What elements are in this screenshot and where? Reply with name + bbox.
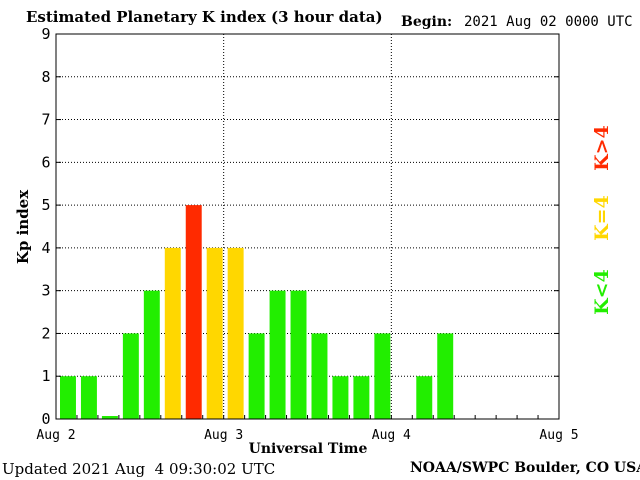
kp-bar: [101, 416, 118, 419]
y-ticks: 0 1 2 3 4 5 6 7 8 9: [41, 25, 559, 428]
kp-bar: [122, 333, 139, 419]
kp-bar: [311, 333, 328, 419]
kp-bar: [437, 333, 454, 419]
x-tick-label: Aug 2: [36, 428, 75, 443]
y-tick-label: 2: [41, 324, 50, 342]
legend: K>4 K=4 K<4: [591, 125, 613, 315]
y-tick-label: 5: [41, 196, 50, 214]
updated-timestamp: Updated 2021 Aug 4 09:30:02 UTC: [2, 460, 276, 478]
kp-bar: [60, 376, 76, 419]
kp-chart: 0 1 2 3 4 5 6 7 8 9 Aug 2 Aug 3 Aug 4 Aug 5 Kp index…: [14, 25, 613, 457]
chart-title: Estimated Planetary K index (3 hour data…: [26, 8, 383, 26]
kp-bar: [332, 376, 349, 419]
x-tick-label: Aug 5: [539, 428, 578, 443]
y-tick-label: 7: [41, 111, 50, 129]
y-tick-label: 4: [41, 239, 50, 257]
x-axis-label: Universal Time: [249, 441, 368, 457]
legend-label: K=4: [591, 195, 613, 241]
x-tick-label: Aug 3: [204, 428, 243, 443]
kp-bar: [143, 290, 160, 419]
kp-bar: [248, 333, 265, 419]
y-tick-label: 1: [41, 367, 50, 385]
x-ticks: Aug 2 Aug 3 Aug 4 Aug 5: [36, 415, 579, 443]
kp-bar: [353, 376, 370, 419]
y-axis-label: Kp index: [14, 189, 32, 264]
y-tick-label: 3: [41, 282, 50, 300]
kp-bar: [206, 247, 223, 419]
legend-label: K>4: [591, 125, 613, 171]
y-tick-label: 6: [41, 153, 50, 171]
begin-value: 2021 Aug 02 0000 UTC: [464, 14, 633, 30]
legend-label: K<4: [591, 269, 613, 315]
bar-group: [60, 205, 454, 419]
y-tick-label: 8: [41, 68, 50, 86]
credit-text: NOAA/SWPC Boulder, CO USA: [410, 460, 640, 476]
kp-bar: [80, 376, 97, 419]
y-tick-label: 9: [41, 25, 50, 43]
kp-bar: [185, 205, 202, 419]
y-tick-label: 0: [41, 410, 50, 428]
x-tick-label: Aug 4: [372, 428, 411, 443]
kp-bar: [164, 247, 181, 419]
kp-bar: [290, 290, 307, 419]
kp-bar: [416, 376, 433, 419]
begin-label: Begin:: [401, 14, 453, 30]
kp-bar: [374, 333, 391, 419]
grid-lines: [56, 34, 559, 419]
kp-bar: [269, 290, 286, 419]
kp-bar: [227, 247, 244, 419]
